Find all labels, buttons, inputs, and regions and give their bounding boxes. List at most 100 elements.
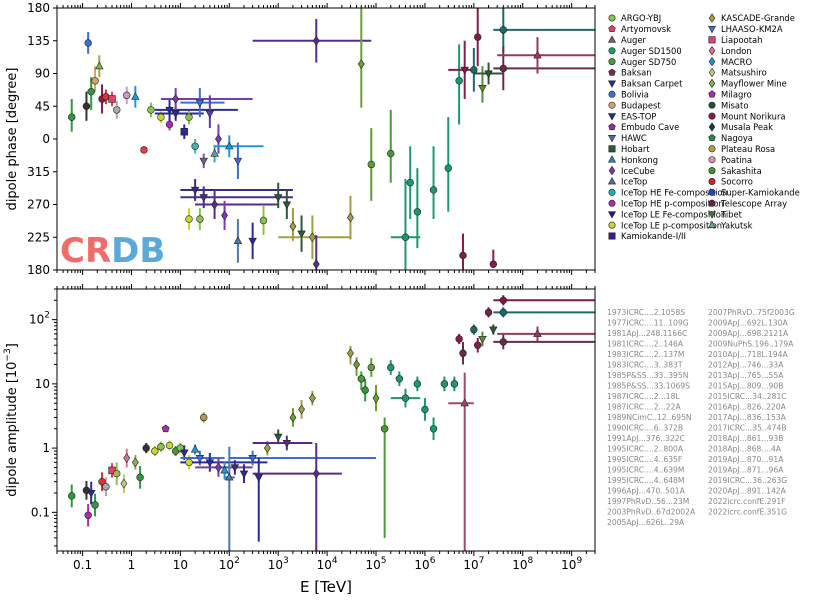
reference-entry: 1977ICRC....11..109G [607,319,689,328]
amplitude-point [230,464,240,473]
phase-point [499,26,507,34]
phase-point [199,157,208,166]
phase-point [401,233,410,241]
reference-entry: 1995ICRC....4..648M [607,476,684,485]
legend-marker [608,25,616,33]
amplitude-point [499,338,507,346]
legend-label: Bolivia [621,90,649,100]
legend-marker [708,134,716,142]
phase-point [347,212,354,223]
amplitude-point [387,363,395,372]
amplitude-point [263,443,271,454]
amplitude-point [478,335,487,344]
x-tick-base: 10 [366,558,381,572]
amplitude-point [421,405,429,414]
legend-label: Plateau Rosa [721,144,775,154]
x-tick-label: 0.1 [73,558,92,572]
legend-marker [708,178,716,186]
phase-x-ticks [56,3,596,275]
reference-entry: 1997PhRvD..56...23M [607,497,689,506]
reference-entry: 2015ApJ...809...90B [708,382,783,391]
legend-marker [608,14,616,22]
phase-point [470,66,478,74]
amplitude-point [200,413,208,422]
phase-point [221,210,228,221]
amplitude-point [86,489,96,498]
amplitude-point [474,341,482,349]
reference-entry: 2005ApJ...626L..29A [607,518,685,527]
phase-point [147,106,155,114]
phase-point [180,128,188,136]
x-tick-exp: 5 [381,556,387,566]
legend-label: Auger [621,35,647,45]
phase-y-tick-label: 270 [27,198,50,212]
phase-y-tick-label: 225 [27,230,50,244]
amplitude-y-axis-label: dipole amplitude [10−3] [3,343,20,497]
amplitude-point [120,478,128,489]
phase-point [259,216,268,225]
reference-entry: 1983ICRC....2..137M [607,350,684,359]
legend-marker [708,78,716,89]
legend-marker [608,47,616,55]
amplitude-point [357,375,366,383]
watermark-cr: CR [60,231,111,271]
amplitude-y-axis-label-close: ] [5,343,20,348]
legend-marker [607,35,617,43]
legend-label: IceTop LE Fe-composition [621,209,726,219]
legend-marker [708,90,716,98]
x-tick-exp: 9 [576,556,582,566]
phase-point [210,148,219,157]
reference-entry: 1989NCimC..12..695N [607,413,692,422]
x-tick-base: 10 [173,558,188,572]
reference-entry: 2009ApJ...692L.130A [708,319,788,328]
amplitude-point [195,455,205,463]
reference-entry: 2020ApJ...891..142A [708,487,787,496]
amplitude-point [367,363,375,372]
amplitude-point [157,443,165,451]
legend-label: KASCADE-Grande [721,13,795,23]
amplitude-point [459,349,467,357]
x-tick-base: 10 [512,558,527,572]
legend-label: Honkong [621,155,658,165]
reference-entry: 2019ApJ...871...96A [708,466,784,475]
y-tick-base: 10 [29,313,44,327]
phase-point [429,186,438,194]
phase-point [165,106,174,115]
amplitude-point [273,433,283,442]
amplitude-point [401,394,410,402]
references-list: 1973ICRC....2.1058S1977ICRC....11..109G1… [607,308,795,527]
amplitude-point [98,477,106,486]
x-tick-exp: 2 [234,556,240,566]
x-tick-base: 10 [561,558,576,572]
legend-label: Auger SD750 [621,57,676,67]
legend-marker [608,68,616,76]
reference-entry: 2022icrc.confE.351G [708,508,787,517]
amplitude-y-tick-label: 102 [29,311,50,327]
reference-entry: 1985P&SS...33..395N [607,371,688,380]
amplitude-point [533,329,542,337]
amplitude-point [190,444,200,453]
watermark-db: DB [111,231,165,271]
amplitude-point [113,469,121,478]
amplitude-y-tick-label: 10 [35,377,50,391]
reference-entry: 1996ApJ...470..501A [607,487,686,496]
phase-point [171,110,180,119]
legend-marker [608,101,616,109]
phase-point [108,95,116,103]
reference-entry: 2013ApJ...765...55A [708,371,784,380]
amplitude-point [470,325,478,334]
legend-marker [608,165,616,176]
phase-point [233,157,243,166]
x-tick-exp: 4 [332,556,338,566]
legend-marker [708,156,716,164]
phase-markers [68,26,542,270]
legend-marker [708,13,716,23]
phase-point [499,64,507,73]
phase-y-tick-label: 180 [27,263,50,277]
phase-point [84,39,92,47]
phase-point [113,106,121,114]
phase-point [367,160,375,169]
legend-marker [608,123,616,131]
